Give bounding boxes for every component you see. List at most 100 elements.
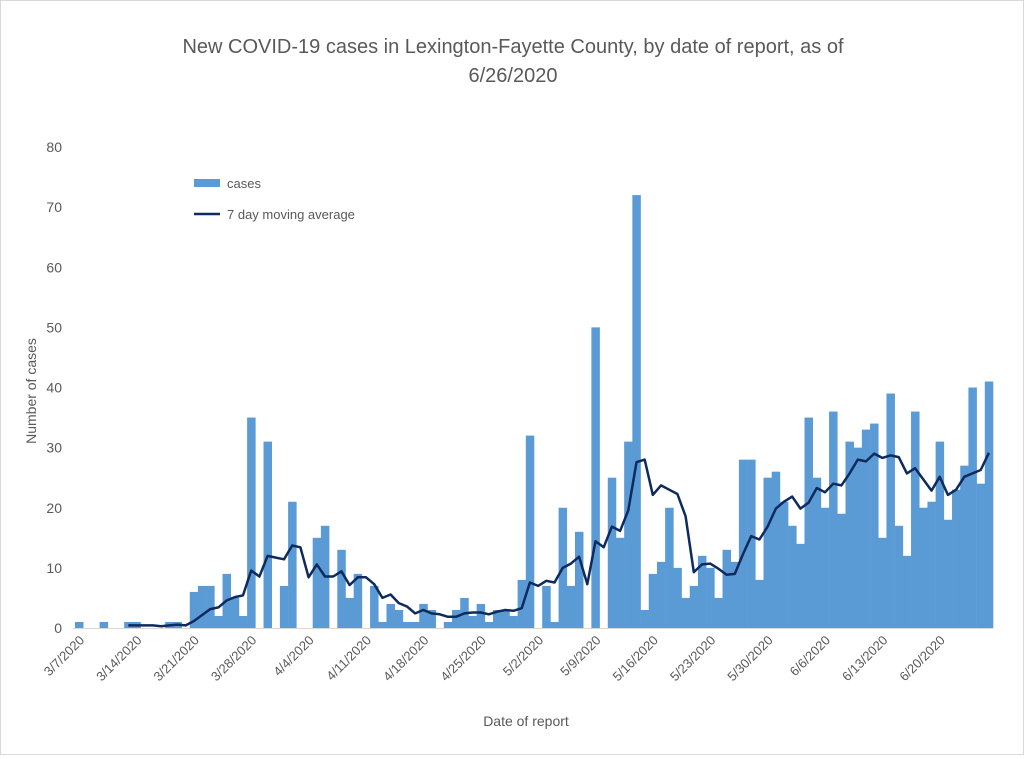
bar-cases: [738, 459, 748, 628]
bar-cases: [615, 537, 625, 628]
bar-cases: [525, 435, 535, 628]
bar-cases: [976, 483, 986, 628]
y-tick-label: 20: [46, 500, 62, 516]
bar-cases: [484, 621, 494, 628]
x-tick-label: 5/16/2020: [609, 633, 661, 685]
bar-cases: [984, 381, 994, 628]
bar-cases: [673, 567, 682, 628]
x-axis-title: Date of report: [483, 713, 569, 729]
bar-cases: [443, 621, 453, 628]
bar-cases: [779, 501, 789, 628]
legend: cases 7 day moving average: [194, 176, 355, 222]
bar-cases: [427, 609, 436, 628]
bar-cases: [788, 525, 797, 628]
bar-cases: [804, 417, 813, 628]
bar-cases: [943, 519, 953, 628]
bar-cases: [845, 441, 854, 628]
y-tick-label: 70: [46, 199, 62, 215]
bar-cases: [501, 609, 510, 628]
bar-cases: [755, 579, 764, 628]
chart-title-line2: 6/26/2020: [469, 65, 558, 87]
x-tick-label: 3/28/2020: [208, 633, 260, 685]
bar-cases: [75, 621, 84, 628]
bar-cases: [812, 477, 822, 628]
bar-cases: [632, 195, 641, 628]
bar-cases: [378, 621, 387, 628]
bar-cases: [566, 585, 576, 628]
x-tick-label: 6/6/2020: [787, 633, 833, 679]
y-tick-label: 50: [46, 319, 62, 335]
x-tick-label: 3/14/2020: [93, 633, 145, 685]
bar-cases: [591, 327, 600, 628]
bar-cases: [476, 603, 486, 628]
bar-cases: [689, 585, 699, 628]
legend-swatch-cases: [194, 179, 220, 187]
y-tick-label: 0: [54, 620, 62, 636]
bar-cases: [665, 507, 674, 628]
y-tick-label: 60: [46, 259, 62, 275]
x-tick-label: 4/18/2020: [380, 633, 432, 685]
moving-average-line: [128, 452, 991, 628]
bar-cases: [681, 597, 691, 628]
x-tick-label: 6/13/2020: [839, 633, 891, 685]
x-tick-label: 5/30/2020: [724, 633, 776, 685]
x-tick-label: 5/9/2020: [557, 633, 603, 679]
bar-cases: [861, 429, 871, 628]
bar-cases: [697, 555, 707, 628]
chart-title: New COVID-19 cases in Lexington-Fayette …: [182, 36, 844, 58]
bar-cases: [771, 471, 781, 628]
bar-cases: [902, 555, 912, 628]
y-axis-title: Number of cases: [23, 338, 39, 444]
bar-cases: [656, 561, 666, 628]
bar-cases: [927, 501, 936, 628]
bar-cases: [574, 531, 584, 628]
bar-cases: [747, 459, 756, 628]
bar-cases: [345, 597, 354, 628]
bar-cases: [706, 567, 715, 628]
bar-cases: [968, 387, 977, 628]
bar-cases: [452, 609, 461, 628]
bar-cases: [935, 441, 945, 628]
bar-cases: [624, 441, 633, 628]
bar-cases: [714, 597, 723, 628]
bar-cases: [230, 597, 240, 628]
bar-cases: [288, 501, 297, 628]
bar-cases: [919, 507, 928, 628]
bar-cases: [189, 591, 199, 628]
bar-cases: [730, 561, 740, 628]
x-tick-label: 5/2/2020: [500, 633, 546, 679]
bar-cases: [370, 585, 379, 628]
bar-cases: [837, 513, 846, 628]
bar-cases: [952, 489, 961, 628]
legend-label-cases: cases: [227, 176, 261, 191]
bar-cases: [853, 447, 863, 628]
bar-cases: [386, 603, 395, 628]
bar-cases: [894, 525, 904, 628]
bar-cases: [607, 477, 617, 628]
bar-cases: [648, 573, 658, 628]
bar-cases: [263, 441, 273, 628]
bar-cases: [394, 609, 404, 628]
bar-cases: [312, 537, 322, 628]
x-tick-label: 6/20/2020: [896, 633, 948, 685]
x-tick-label: 3/21/2020: [150, 633, 202, 685]
bar-cases: [960, 465, 969, 628]
y-tick-label: 80: [46, 139, 62, 155]
y-tick-label: 30: [46, 440, 62, 456]
x-tick-label: 4/11/2020: [323, 633, 374, 684]
bar-cases: [214, 615, 223, 628]
bar-cases: [911, 411, 920, 628]
bar-cases: [796, 543, 805, 628]
bar-cases: [820, 507, 830, 628]
bar-cases: [829, 411, 838, 628]
legend-label-moving-average: 7 day moving average: [227, 207, 355, 222]
bar-cases: [337, 549, 346, 628]
x-tick-label: 4/4/2020: [270, 633, 316, 679]
bar-cases: [550, 621, 559, 628]
bar-cases: [722, 549, 732, 628]
x-tick-label: 4/25/2020: [437, 633, 489, 685]
bar-cases: [493, 609, 502, 628]
bar-cases: [353, 573, 363, 628]
